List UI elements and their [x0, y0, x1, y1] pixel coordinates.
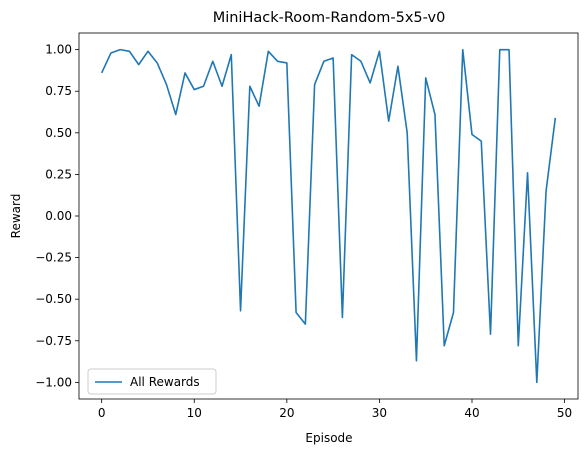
plot-area — [100, 48, 557, 384]
y-tick-label: 0.25 — [45, 167, 72, 181]
legend-label-all-rewards: All Rewards — [130, 375, 200, 389]
y-axis-label: Reward — [9, 194, 23, 239]
y-tick-label: 0.00 — [45, 209, 72, 223]
x-axis-label: Episode — [305, 431, 352, 445]
chart-title: MiniHack-Room-Random-5x5-v0 — [213, 10, 446, 26]
y-tick-label: −1.00 — [35, 375, 72, 389]
x-tick-label: 20 — [279, 406, 294, 420]
y-tick-label: 0.50 — [45, 126, 72, 140]
legend-frame — [87, 368, 217, 395]
y-tick-label: −0.50 — [35, 292, 72, 306]
y-tick-label: 1.00 — [45, 43, 72, 57]
legend: All Rewards — [87, 368, 217, 395]
y-tick-label: 0.75 — [45, 84, 72, 98]
axes: 0 10 20 30 40 50 −1.00 −0.75 −0.50 −0.25 0.00 0.25 0… — [35, 32, 579, 420]
x-tick-label: 30 — [372, 406, 387, 420]
y-tick-label: −0.75 — [35, 334, 72, 348]
x-tick-label: 50 — [557, 406, 572, 420]
x-tick-label: 0 — [98, 406, 106, 420]
x-tick-label: 40 — [464, 406, 479, 420]
series-line-0 — [100, 48, 557, 384]
x-tick-label: 10 — [187, 406, 202, 420]
y-tick-label: −0.25 — [35, 251, 72, 265]
